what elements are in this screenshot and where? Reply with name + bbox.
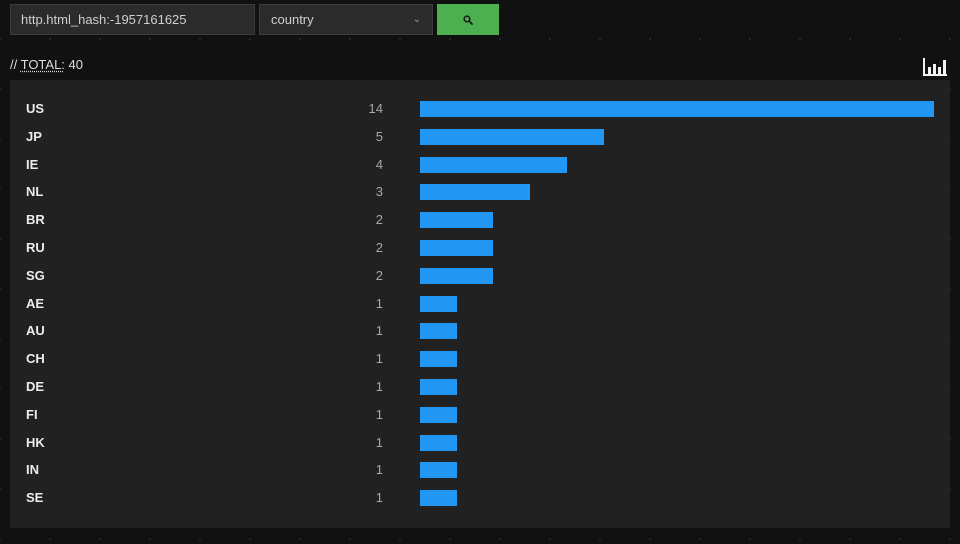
count-value: 4 bbox=[375, 157, 383, 172]
count-value: 2 bbox=[375, 212, 383, 227]
facet-row[interactable]: JP 5 bbox=[10, 128, 950, 146]
count-bar[interactable] bbox=[420, 157, 567, 173]
total-label: TOTAL: bbox=[20, 57, 65, 72]
search-icon bbox=[463, 14, 473, 25]
count-bar[interactable] bbox=[420, 268, 493, 284]
count-bar[interactable] bbox=[420, 240, 493, 256]
facet-row[interactable]: AE 1 bbox=[10, 295, 950, 313]
country-label[interactable]: RU bbox=[26, 240, 45, 255]
country-label[interactable]: NL bbox=[26, 184, 44, 199]
chevron-down-icon: ⌄ bbox=[412, 14, 421, 25]
country-label[interactable]: JP bbox=[26, 129, 42, 144]
count-bar[interactable] bbox=[420, 296, 457, 312]
facet-row[interactable]: HK 1 bbox=[10, 434, 950, 452]
count-bar[interactable] bbox=[420, 490, 457, 506]
facet-field-select[interactable]: country ⌄ bbox=[259, 4, 433, 35]
facet-row[interactable]: SE 1 bbox=[10, 489, 950, 507]
count-value: 1 bbox=[375, 379, 383, 394]
country-label[interactable]: US bbox=[26, 101, 45, 116]
facet-row[interactable]: AU 1 bbox=[10, 322, 950, 340]
facet-row[interactable]: NL 3 bbox=[10, 183, 950, 201]
count-value: 2 bbox=[375, 268, 383, 283]
bar-chart-toggle[interactable] bbox=[922, 56, 948, 78]
count-value: 14 bbox=[368, 101, 383, 116]
count-bar[interactable] bbox=[420, 351, 457, 367]
count-value: 1 bbox=[375, 435, 383, 450]
country-label[interactable]: SG bbox=[26, 268, 45, 283]
facet-field-value: country bbox=[271, 12, 314, 27]
facet-row[interactable]: BR 2 bbox=[10, 211, 950, 229]
country-label[interactable]: AU bbox=[26, 323, 45, 338]
country-label[interactable]: CH bbox=[26, 351, 45, 366]
count-bar[interactable] bbox=[420, 379, 457, 395]
facet-row[interactable]: CH 1 bbox=[10, 350, 950, 368]
count-value: 1 bbox=[375, 490, 383, 505]
query-input[interactable] bbox=[10, 4, 255, 35]
count-bar[interactable] bbox=[420, 407, 457, 423]
country-label[interactable]: FI bbox=[26, 407, 38, 422]
facet-row[interactable]: RU 2 bbox=[10, 239, 950, 257]
country-label[interactable]: HK bbox=[26, 435, 45, 450]
count-value: 2 bbox=[375, 240, 383, 255]
count-value: 1 bbox=[375, 323, 383, 338]
count-bar[interactable] bbox=[420, 184, 530, 200]
search-button[interactable] bbox=[437, 4, 499, 35]
total-count: // TOTAL: 40 bbox=[10, 57, 83, 72]
facet-row[interactable]: US 14 bbox=[10, 100, 950, 118]
count-value: 1 bbox=[375, 296, 383, 311]
facet-row[interactable]: IE 4 bbox=[10, 156, 950, 174]
country-label[interactable]: DE bbox=[26, 379, 45, 394]
query-toolbar: country ⌄ bbox=[10, 4, 499, 35]
total-value: 40 bbox=[68, 57, 84, 72]
count-value: 3 bbox=[375, 184, 383, 199]
count-bar[interactable] bbox=[420, 129, 604, 145]
count-bar[interactable] bbox=[420, 101, 934, 117]
facet-row[interactable]: SG 2 bbox=[10, 267, 950, 285]
count-bar[interactable] bbox=[420, 462, 457, 478]
country-label[interactable]: SE bbox=[26, 490, 44, 505]
facet-row[interactable]: FI 1 bbox=[10, 406, 950, 424]
country-label[interactable]: AE bbox=[26, 296, 45, 311]
count-bar[interactable] bbox=[420, 212, 493, 228]
count-value: 1 bbox=[375, 462, 383, 477]
bar-chart-icon bbox=[923, 58, 947, 76]
count-bar[interactable] bbox=[420, 323, 457, 339]
facet-chart: US 14 JP 5 IE 4 NL 3 BR 2 RU 2 SG 2 AE 1 AU 1 CH 1 DE 1 FI 1 HK 1… bbox=[10, 80, 950, 528]
facet-row[interactable]: IN 1 bbox=[10, 461, 950, 479]
count-bar[interactable] bbox=[420, 435, 457, 451]
country-label[interactable]: IN bbox=[26, 462, 39, 477]
count-value: 1 bbox=[375, 407, 383, 422]
count-value: 1 bbox=[375, 351, 383, 366]
count-value: 5 bbox=[375, 129, 383, 144]
country-label[interactable]: BR bbox=[26, 212, 45, 227]
country-label[interactable]: IE bbox=[26, 157, 39, 172]
total-prefix: // bbox=[10, 57, 21, 72]
facet-row[interactable]: DE 1 bbox=[10, 378, 950, 396]
